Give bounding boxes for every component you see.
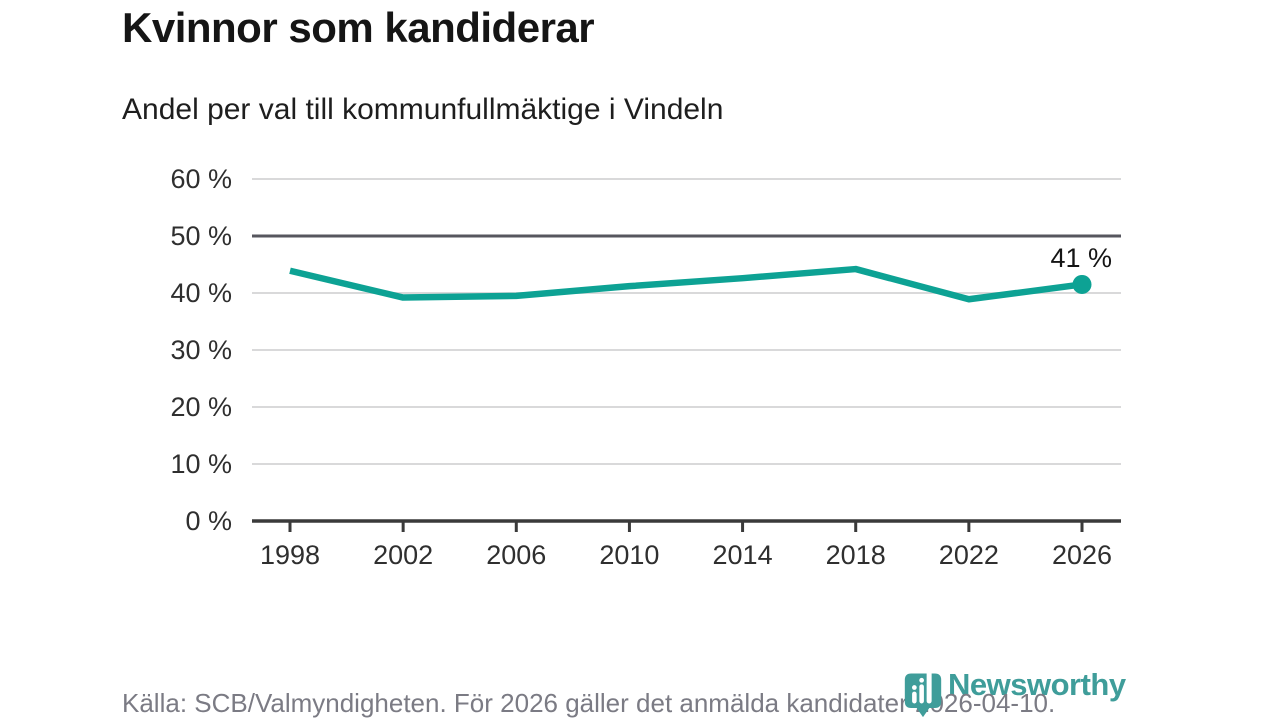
y-tick-label: 0 % [185, 506, 232, 536]
x-tick-label: 2014 [712, 540, 773, 570]
last-value-label: 41 % [1050, 243, 1112, 274]
y-tick-label: 50 % [170, 221, 232, 251]
x-tick-label: 2002 [373, 540, 434, 570]
y-tick-label: 10 % [170, 449, 232, 479]
newsworthy-wordmark: Newsworthy [948, 667, 1126, 702]
x-tick-label: 2022 [938, 540, 999, 570]
x-tick-label: 2010 [599, 540, 660, 570]
x-tick-label: 2026 [1051, 540, 1113, 570]
y-tick-label: 40 % [170, 278, 232, 308]
x-tick-label: 2018 [825, 540, 886, 570]
y-tick-label: 20 % [170, 392, 232, 422]
x-tick-label: 2006 [486, 540, 547, 570]
y-tick-label: 30 % [170, 335, 232, 365]
chart-subtitle: Andel per val till kommunfullmäktige i V… [122, 93, 724, 126]
page-title: Kvinnor som kandiderar [122, 4, 595, 51]
newsworthy-pin-icon [904, 669, 942, 718]
source-note: Källa: SCB/Valmyndigheten. För 2026 gäll… [122, 688, 1056, 718]
data-point-marker [1072, 274, 1092, 294]
trend-line [289, 265, 1083, 303]
x-tick-label: 1998 [259, 540, 321, 570]
y-tick-label: 60 % [170, 164, 232, 194]
